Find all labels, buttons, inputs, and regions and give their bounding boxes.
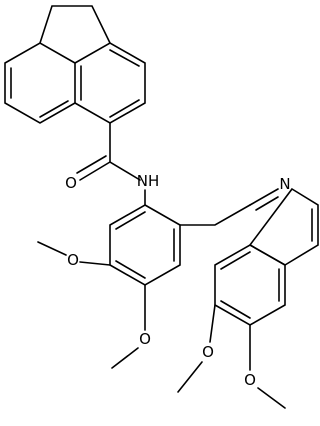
atom-labels: O NH N O O O O [65, 172, 291, 389]
bond [80, 49, 140, 118]
bond [10, 67, 69, 118]
atom-label: O [67, 251, 79, 269]
bond [249, 324, 286, 409]
bond [115, 211, 175, 279]
bond [111, 284, 146, 369]
bond [109, 122, 141, 181]
bond [220, 251, 280, 319]
atom-label: NH [137, 172, 160, 190]
atom-label: O [202, 343, 214, 361]
bond [74, 42, 146, 124]
bond [4, 42, 76, 124]
bond [179, 204, 251, 226]
atom-label: O [139, 330, 151, 348]
atom-label: O [244, 371, 256, 389]
bond [177, 304, 216, 393]
atom-label: N [279, 175, 290, 193]
bond [39, 5, 111, 44]
bond [109, 204, 181, 286]
bond [214, 244, 286, 326]
bond [248, 187, 319, 266]
bonds [4, 5, 319, 409]
bond [255, 196, 313, 242]
bond [37, 241, 111, 266]
bond [76, 155, 111, 181]
atom-label: O [65, 174, 77, 192]
